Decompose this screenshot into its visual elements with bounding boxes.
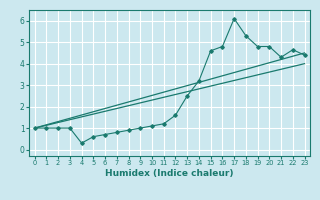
X-axis label: Humidex (Indice chaleur): Humidex (Indice chaleur) — [105, 169, 234, 178]
